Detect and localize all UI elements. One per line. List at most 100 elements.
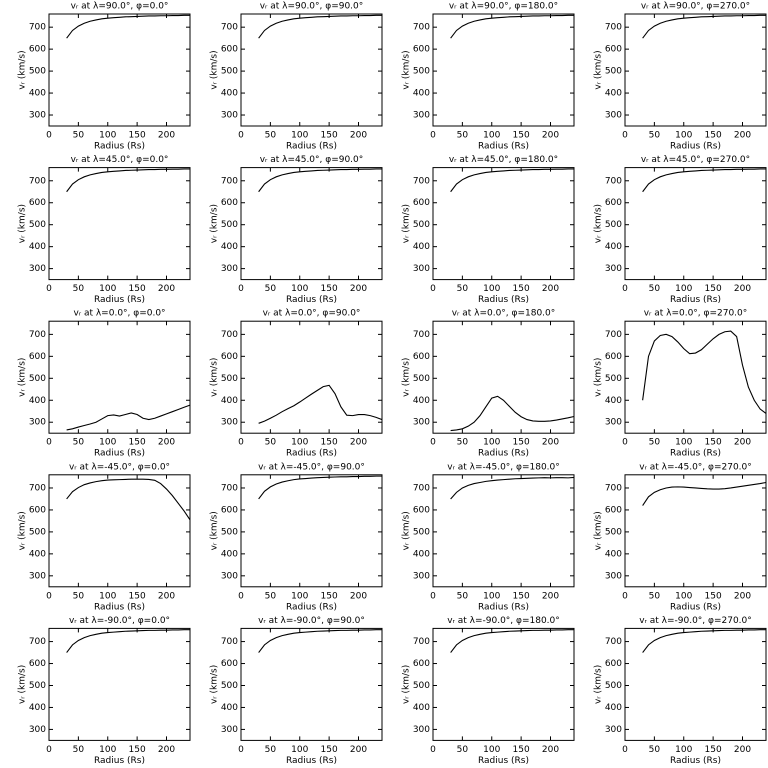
y-tick-label: 500 <box>29 527 46 537</box>
y-tick-label: 400 <box>29 703 46 713</box>
chart-title: vᵣ at λ=-90.0°, φ=0.0° <box>69 616 170 626</box>
y-tick-label: 700 <box>221 176 238 186</box>
x-tick-label: 50 <box>457 745 469 755</box>
y-tick-label: 300 <box>413 725 430 735</box>
x-tick-label: 200 <box>158 438 175 448</box>
y-tick-label: 600 <box>29 505 46 515</box>
data-line <box>642 629 766 653</box>
x-axis-label: Radius (Rs) <box>286 295 337 305</box>
data-line <box>66 14 190 39</box>
y-tick-label: 600 <box>605 659 622 669</box>
y-tick-label: 300 <box>221 725 238 735</box>
x-tick-label: 150 <box>321 745 338 755</box>
x-tick-label: 200 <box>542 284 559 294</box>
y-tick-label: 300 <box>221 111 238 121</box>
y-tick-label: 400 <box>221 242 238 252</box>
x-tick-label: 100 <box>483 284 500 294</box>
data-line <box>450 476 575 500</box>
data-line <box>450 395 575 432</box>
x-tick-label: 0 <box>622 284 628 294</box>
x-tick-label: 200 <box>158 284 175 294</box>
x-axis-label: Radius (Rs) <box>478 756 529 766</box>
y-tick-label: 300 <box>413 264 430 274</box>
plot-frame <box>624 167 767 281</box>
data-line <box>66 168 190 193</box>
x-axis-label: Radius (Rs) <box>670 142 721 152</box>
chart-title: vᵣ at λ=45.0°, φ=180.0° <box>449 155 558 165</box>
x-axis-label: Radius (Rs) <box>286 602 337 612</box>
y-tick-label: 500 <box>605 374 622 384</box>
y-tick-label: 600 <box>413 198 430 208</box>
y-tick-label: 500 <box>413 681 430 691</box>
x-tick-label: 200 <box>734 591 751 601</box>
y-tick-label: 300 <box>413 418 430 428</box>
x-axis-label: Radius (Rs) <box>670 756 721 766</box>
plot-frame <box>432 13 575 127</box>
y-tick-label: 600 <box>413 352 430 362</box>
chart-title: vᵣ at λ=-45.0°, φ=90.0° <box>258 462 365 472</box>
y-tick-label: 500 <box>605 681 622 691</box>
y-tick-label: 700 <box>413 330 430 340</box>
chart-title: vᵣ at λ=45.0°, φ=90.0° <box>260 155 364 165</box>
x-tick-label: 200 <box>542 131 559 141</box>
plot-frame <box>624 474 767 588</box>
y-tick-label: 500 <box>29 374 46 384</box>
x-tick-label: 0 <box>430 131 436 141</box>
x-axis-label: Radius (Rs) <box>286 449 337 459</box>
y-axis-label: vᵣ (km/s) <box>18 50 28 89</box>
y-tick-label: 600 <box>413 45 430 55</box>
y-tick-label: 400 <box>413 89 430 99</box>
x-tick-label: 150 <box>705 284 722 294</box>
x-tick-label: 0 <box>622 438 628 448</box>
x-tick-label: 50 <box>649 745 661 755</box>
x-tick-label: 200 <box>734 438 751 448</box>
y-tick-label: 300 <box>29 418 46 428</box>
x-tick-label: 100 <box>483 438 500 448</box>
y-tick-label: 600 <box>29 659 46 669</box>
x-tick-label: 200 <box>734 745 751 755</box>
x-tick-label: 50 <box>649 438 661 448</box>
y-axis-label: vᵣ (km/s) <box>210 665 220 704</box>
chart-title: vᵣ at λ=45.0°, φ=270.0° <box>641 155 750 165</box>
y-axis-label: vᵣ (km/s) <box>402 665 412 704</box>
y-tick-label: 300 <box>221 264 238 274</box>
y-axis-label: vᵣ (km/s) <box>402 511 412 550</box>
chart-title: vᵣ at λ=90.0°, φ=0.0° <box>71 2 169 12</box>
y-axis-label: vᵣ (km/s) <box>594 358 604 397</box>
x-tick-label: 0 <box>238 591 244 601</box>
y-tick-label: 300 <box>605 725 622 735</box>
x-tick-label: 100 <box>675 438 692 448</box>
data-line <box>642 330 767 414</box>
y-tick-label: 500 <box>221 67 238 77</box>
y-tick-label: 400 <box>605 703 622 713</box>
y-tick-label: 600 <box>605 352 622 362</box>
y-tick-label: 600 <box>605 198 622 208</box>
y-tick-label: 300 <box>221 418 238 428</box>
plot-frame <box>432 167 575 281</box>
y-tick-label: 400 <box>413 703 430 713</box>
x-tick-label: 200 <box>350 591 367 601</box>
y-tick-label: 600 <box>221 352 238 362</box>
y-axis-label: vᵣ (km/s) <box>18 665 28 704</box>
x-axis-label: Radius (Rs) <box>94 756 145 766</box>
y-tick-label: 400 <box>221 89 238 99</box>
y-tick-label: 500 <box>29 67 46 77</box>
x-axis-label: Radius (Rs) <box>94 142 145 152</box>
x-tick-label: 50 <box>73 131 85 141</box>
x-tick-label: 100 <box>675 284 692 294</box>
chart-title: vᵣ at λ=-90.0°, φ=180.0° <box>447 616 560 626</box>
y-tick-label: 600 <box>413 505 430 515</box>
data-line <box>258 475 382 500</box>
x-tick-label: 100 <box>483 745 500 755</box>
x-axis-label: Radius (Rs) <box>478 602 529 612</box>
y-axis-label: vᵣ (km/s) <box>210 511 220 550</box>
y-tick-label: 400 <box>605 89 622 99</box>
chart-title: vᵣ at λ=-90.0°, φ=90.0° <box>258 616 365 626</box>
plot-frame <box>240 320 383 434</box>
chart-title: vᵣ at λ=90.0°, φ=90.0° <box>260 2 364 12</box>
x-tick-label: 50 <box>649 131 661 141</box>
x-tick-label: 150 <box>513 438 530 448</box>
plot-frame <box>48 474 191 588</box>
chart-title: vᵣ at λ=-45.0°, φ=270.0° <box>639 462 752 472</box>
